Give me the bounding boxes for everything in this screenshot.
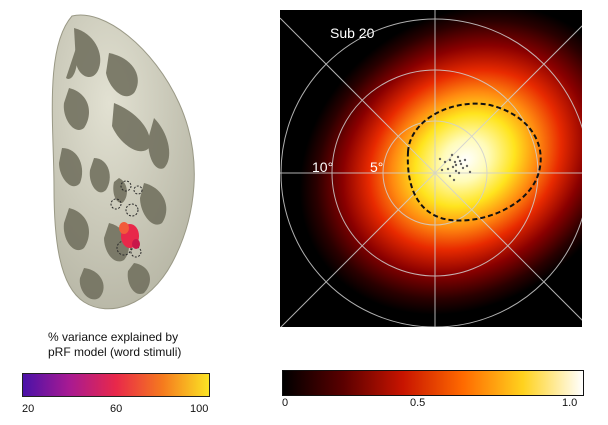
variance-legend-title-line2: pRF model (word stimuli) xyxy=(48,345,182,359)
coverage-tick-1.0: 1.0 xyxy=(562,397,578,409)
cortical-surface-image xyxy=(51,14,195,310)
cortical-surface-figure xyxy=(14,8,244,328)
prf-centers xyxy=(438,153,472,182)
prf-coverage-svg: Sub 20 10° 5° xyxy=(280,10,582,327)
half-max-contour xyxy=(406,102,542,222)
ring-label-5deg: 5° xyxy=(370,159,383,175)
activation-blob xyxy=(119,222,140,249)
variance-colorbar xyxy=(22,373,210,397)
variance-tick-60: 60 xyxy=(110,403,123,415)
variance-legend-title-line1: % variance explained by xyxy=(48,330,179,344)
ring-label-10deg: 10° xyxy=(312,159,333,175)
variance-legend-title: % variance explained by pRF model (word … xyxy=(48,330,248,360)
variance-tick-20: 20 xyxy=(22,403,35,415)
variance-tick-100: 100 xyxy=(190,403,209,415)
prf-coverage-plot: Sub 20 10° 5° xyxy=(280,10,582,327)
subject-label: Sub 20 xyxy=(330,25,375,41)
coverage-tick-0.5: 0.5 xyxy=(410,397,426,409)
polar-grid xyxy=(280,10,582,327)
coverage-colorbar xyxy=(282,370,584,396)
roi-outlines xyxy=(110,180,143,258)
coverage-tick-0: 0 xyxy=(282,397,289,409)
